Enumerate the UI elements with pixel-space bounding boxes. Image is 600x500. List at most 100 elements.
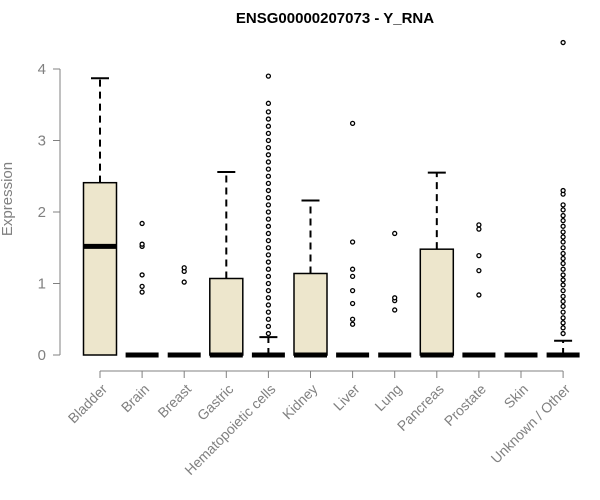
y-tick-label: 0 — [38, 347, 46, 364]
outlier-point — [349, 300, 356, 307]
outlier-point — [265, 309, 272, 315]
box-4 — [251, 73, 285, 358]
box-8 — [419, 171, 455, 358]
outlier-point — [560, 287, 566, 294]
outlier-point — [476, 267, 482, 274]
outlier-point — [139, 241, 145, 247]
outlier-point — [560, 187, 566, 194]
box-6 — [336, 120, 370, 358]
box-0 — [82, 77, 118, 356]
outlier-point — [265, 195, 272, 201]
outlier-point — [560, 266, 566, 272]
outlier-point — [265, 209, 272, 215]
outlier-point — [560, 325, 566, 331]
outlier-point — [265, 273, 272, 280]
outlier-point — [265, 330, 272, 337]
outlier-point — [560, 245, 566, 251]
box-7 — [378, 230, 412, 358]
outlier-point — [265, 116, 272, 122]
outlier-point — [392, 307, 398, 313]
outlier-point — [560, 260, 566, 267]
x-tick-label: Brain — [118, 381, 152, 415]
outlier-point — [349, 239, 356, 245]
outlier-point — [265, 202, 272, 208]
outlier-point — [560, 212, 566, 219]
outlier-point — [265, 159, 272, 165]
outlier-point — [476, 252, 482, 259]
outlier-point — [265, 173, 272, 179]
x-tick-label: Pancreas — [394, 381, 447, 434]
outlier-point — [560, 229, 566, 235]
outlier-point — [560, 207, 566, 213]
box-11 — [546, 39, 580, 358]
outlier-point — [265, 323, 272, 330]
outlier-point — [349, 316, 356, 322]
outlier-point — [265, 180, 272, 187]
outlier-point — [265, 100, 272, 106]
outlier-point — [476, 222, 482, 228]
outlier-point — [560, 234, 566, 240]
box-iqr — [293, 272, 328, 356]
outlier-point — [265, 166, 272, 172]
y-tick-label: 1 — [38, 276, 46, 293]
outlier-point — [560, 320, 566, 326]
box-1 — [125, 220, 159, 358]
outlier-point — [265, 237, 272, 244]
outlier-point — [265, 280, 272, 287]
outlier-point — [265, 144, 272, 151]
y-tick-label: 2 — [38, 204, 46, 221]
outlier-point — [560, 277, 566, 283]
x-tick-label: Prostate — [441, 381, 489, 429]
outlier-point — [560, 255, 566, 262]
outlier-point — [560, 239, 566, 245]
outlier-point — [139, 283, 145, 290]
x-tick-label: Breast — [154, 381, 194, 421]
outlier-point — [265, 230, 272, 237]
box-iqr — [419, 248, 455, 356]
outlier-point — [265, 187, 272, 194]
box-9 — [462, 222, 496, 358]
x-tick-label: Unknown / Other — [488, 381, 574, 467]
outlier-point — [560, 282, 566, 288]
outlier-point — [349, 266, 356, 272]
outlier-point — [560, 39, 566, 46]
box-5 — [293, 199, 328, 358]
x-tick-label: Skin — [501, 381, 532, 412]
outlier-point — [265, 259, 272, 265]
outlier-point — [476, 292, 482, 298]
outlier-point — [560, 303, 566, 310]
outlier-point — [349, 287, 356, 294]
outlier-point — [265, 316, 272, 322]
chart-title: ENSG00000207073 - Y_RNA — [236, 10, 434, 27]
x-tick-label: Kidney — [279, 381, 321, 423]
outlier-point — [265, 216, 272, 222]
outlier-point — [560, 223, 566, 229]
box-iqr — [82, 181, 118, 356]
outlier-point — [265, 302, 272, 308]
outlier-point — [139, 220, 145, 227]
outlier-point — [392, 295, 398, 301]
outlier-point — [265, 130, 272, 137]
outlier-point — [265, 123, 272, 129]
box-iqr — [209, 277, 244, 356]
outlier-point — [349, 120, 356, 126]
box-3 — [209, 170, 244, 358]
outlier-point — [265, 266, 272, 272]
outlier-point — [392, 230, 398, 237]
outlier-point — [181, 265, 187, 271]
y-axis: 0 1 2 3 4 — [38, 61, 61, 364]
outlier-point — [139, 272, 145, 278]
outlier-point — [139, 289, 145, 295]
outlier-point — [265, 152, 272, 158]
outlier-point — [560, 202, 566, 208]
outlier-point — [265, 295, 272, 301]
outlier-point — [560, 250, 566, 257]
y-tick-label: 4 — [38, 61, 46, 78]
outlier-point — [560, 272, 566, 278]
x-tick-label: Bladder — [65, 381, 111, 427]
outlier-point — [560, 315, 566, 321]
outlier-point — [265, 137, 272, 144]
y-axis-label: Expression — [0, 162, 16, 236]
